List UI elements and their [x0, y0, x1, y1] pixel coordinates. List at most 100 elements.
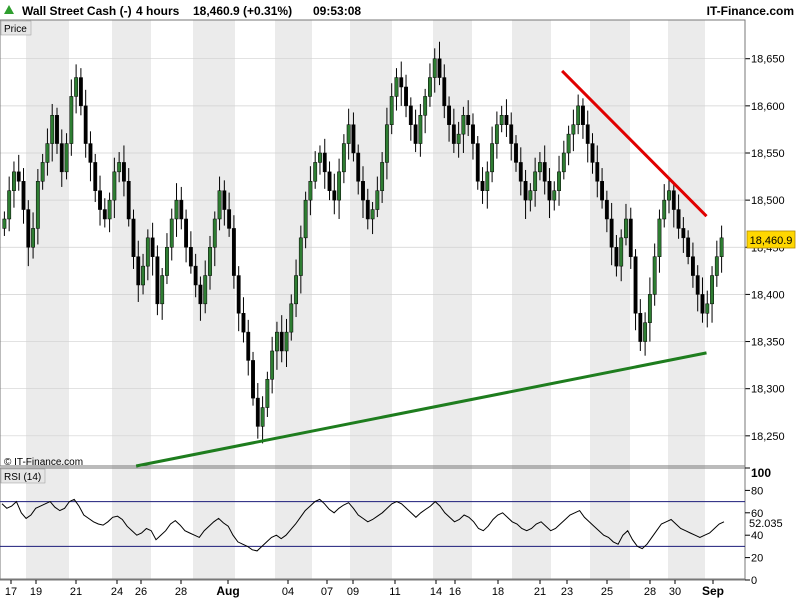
- price-panel-label: Price: [4, 24, 27, 35]
- brand-name[interactable]: IT-Finance.com: [707, 4, 794, 18]
- candle-down: [227, 209, 232, 229]
- candle-up: [275, 331, 279, 352]
- candle-down: [518, 162, 523, 182]
- candle-down: [700, 294, 705, 314]
- candle-down: [78, 77, 83, 107]
- timeframe[interactable]: 4 hours: [136, 4, 180, 18]
- candle-down: [581, 105, 585, 125]
- candle-down: [246, 331, 251, 361]
- rsi-panel-label-box: [0, 468, 46, 484]
- candle-up: [566, 133, 571, 154]
- candle-up: [12, 171, 16, 191]
- candle-down: [155, 256, 160, 305]
- candle-up: [619, 237, 624, 267]
- candle-up: [499, 115, 504, 125]
- price-tick-label: 18,600: [751, 101, 785, 113]
- candle-up: [174, 199, 179, 220]
- candle-up: [571, 124, 576, 135]
- candle-down: [236, 275, 241, 314]
- candle-up: [537, 162, 542, 173]
- candle-up: [394, 77, 399, 97]
- rsi-tick-label: 100: [751, 466, 771, 480]
- candle-up: [74, 77, 79, 97]
- candlesticks: [2, 41, 724, 444]
- candle-down: [88, 143, 93, 163]
- candle-down: [542, 162, 547, 182]
- candle-down: [16, 171, 21, 182]
- candle-down: [451, 124, 456, 144]
- rsi-tick-label: 0: [751, 575, 757, 587]
- candle-up: [45, 143, 50, 163]
- candle-up: [528, 190, 533, 201]
- rsi-current-value: 52.035: [749, 518, 783, 530]
- candle-down: [351, 124, 356, 154]
- candle-up: [624, 218, 628, 239]
- candle-down: [122, 162, 126, 182]
- candle-down: [413, 124, 418, 144]
- candle-up: [270, 350, 275, 380]
- candle-down: [365, 199, 370, 220]
- candle-down: [98, 190, 102, 210]
- candle-up: [212, 218, 217, 248]
- candle-down: [136, 256, 141, 286]
- candle-down: [93, 162, 98, 191]
- clock-time: 09:53:08: [313, 4, 361, 18]
- candle-down: [126, 181, 131, 220]
- candle-down: [590, 143, 595, 163]
- candle-down: [131, 218, 136, 257]
- candle-up: [112, 171, 117, 201]
- candle-down: [509, 124, 514, 144]
- candle-up: [40, 162, 45, 182]
- candle-down: [633, 256, 638, 314]
- support-trendline: [135, 351, 707, 468]
- x-tick-label: 25: [601, 586, 613, 598]
- candle-down: [695, 275, 700, 295]
- candle-down: [193, 265, 198, 286]
- candle-down: [404, 86, 408, 107]
- candle-down: [514, 143, 518, 163]
- weekend-band: [668, 20, 705, 580]
- candle-up: [714, 256, 719, 276]
- weekend-band: [112, 20, 151, 580]
- x-tick-label: 04: [282, 586, 294, 598]
- weekend-band: [433, 20, 472, 580]
- candle-down: [480, 181, 485, 191]
- candle-up: [657, 218, 662, 257]
- candle-up: [318, 152, 322, 163]
- candle-down: [504, 115, 509, 125]
- x-tick-label: 21: [534, 586, 546, 598]
- candle-up: [375, 190, 380, 210]
- candle-up: [710, 275, 714, 305]
- candle-down: [279, 331, 284, 352]
- candle-down: [327, 171, 332, 191]
- weekend-band: [275, 20, 312, 580]
- candle-down: [83, 105, 88, 144]
- price-tick-label: 18,350: [751, 337, 785, 349]
- candle-down: [241, 313, 246, 333]
- candle-up: [208, 247, 212, 276]
- candle-up: [160, 275, 165, 305]
- weekend-bands: [26, 20, 705, 580]
- up-arrow-icon: [4, 5, 14, 14]
- candle-down: [26, 209, 31, 248]
- candle-up: [284, 331, 289, 352]
- candle-down: [638, 313, 643, 342]
- candle-down: [585, 124, 590, 144]
- candle-up: [494, 124, 499, 144]
- x-tick-label: 09: [347, 586, 359, 598]
- x-tick-label: 23: [561, 586, 573, 598]
- candle-down: [681, 228, 686, 239]
- candle-up: [552, 190, 557, 201]
- candle-down: [361, 181, 365, 201]
- candle-down: [399, 77, 404, 88]
- candle-down: [102, 209, 107, 220]
- price-gridlines: [0, 58, 745, 437]
- x-tick-label: 21: [70, 586, 82, 598]
- candle-down: [222, 190, 227, 210]
- candle-up: [370, 209, 375, 220]
- x-tick-label: 19: [30, 586, 42, 598]
- candle-down: [614, 247, 619, 267]
- candle-down: [609, 218, 614, 248]
- candle-down: [188, 247, 193, 267]
- candle-up: [533, 171, 538, 191]
